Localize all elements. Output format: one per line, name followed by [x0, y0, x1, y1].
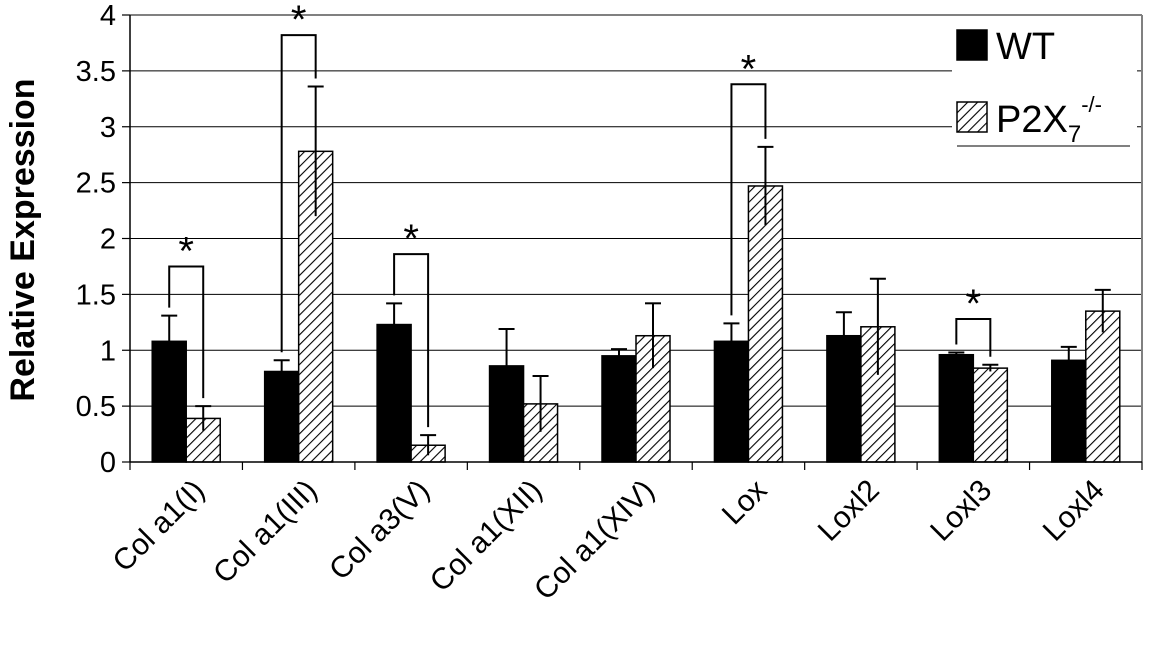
significance-star: * [291, 0, 307, 42]
y-tick-label: 0.5 [76, 391, 116, 423]
y-tick-label: 3 [100, 112, 116, 144]
x-category-label: Loxl2 [812, 474, 886, 548]
significance-markers: * * * * * [168, 0, 992, 428]
legend-label-p2x7: P2X7-/- [996, 92, 1102, 148]
x-category-label: Loxl4 [1037, 474, 1111, 548]
bar-p2x7 [747, 185, 784, 463]
bar-wt [263, 370, 300, 463]
bar-p2x7 [972, 367, 1009, 463]
significance-star: * [741, 47, 757, 91]
y-tick-label: 1.5 [76, 279, 116, 311]
y-tick-label: 4 [100, 0, 116, 32]
y-tick-label: 1 [100, 335, 116, 367]
y-tick-label: 3.5 [76, 56, 116, 88]
significance-bracket [730, 83, 767, 316]
x-category-label: Col a1(I) [106, 474, 211, 579]
legend: WT P2X7-/- [952, 20, 1137, 148]
axes [122, 14, 1143, 470]
significance-bracket [168, 265, 205, 399]
bar-wt [601, 355, 637, 463]
significance-star: * [178, 229, 194, 273]
y-axis-title: Relative Expression [4, 78, 42, 401]
x-category-label: Lox [716, 474, 774, 532]
y-tick-label: 0 [100, 447, 116, 479]
significance-bracket [955, 317, 992, 357]
significance-bracket [393, 253, 430, 428]
significance-bracket [280, 34, 317, 353]
x-category-label: Col a3(V) [323, 474, 436, 587]
bar-wt [1051, 359, 1087, 463]
legend-swatch-wt [956, 29, 988, 61]
legend-swatch-p2x7 [956, 101, 988, 133]
y-tick-label: 2.5 [76, 168, 116, 200]
y-tick-label: 2 [100, 224, 116, 256]
legend-label-wt: WT [996, 26, 1055, 68]
significance-star: * [403, 217, 419, 261]
bar-wt [713, 340, 750, 463]
bar-p2x7 [1085, 310, 1121, 463]
x-category-label: Col a1(XIV) [528, 474, 661, 607]
x-category-label: Col a1(XII) [424, 474, 549, 599]
x-category-label: Loxl3 [924, 474, 998, 548]
significance-star: * [966, 282, 982, 326]
bar-wt [376, 323, 412, 463]
bar-wt [938, 353, 975, 463]
x-category-label: Col a1(III) [207, 474, 323, 590]
